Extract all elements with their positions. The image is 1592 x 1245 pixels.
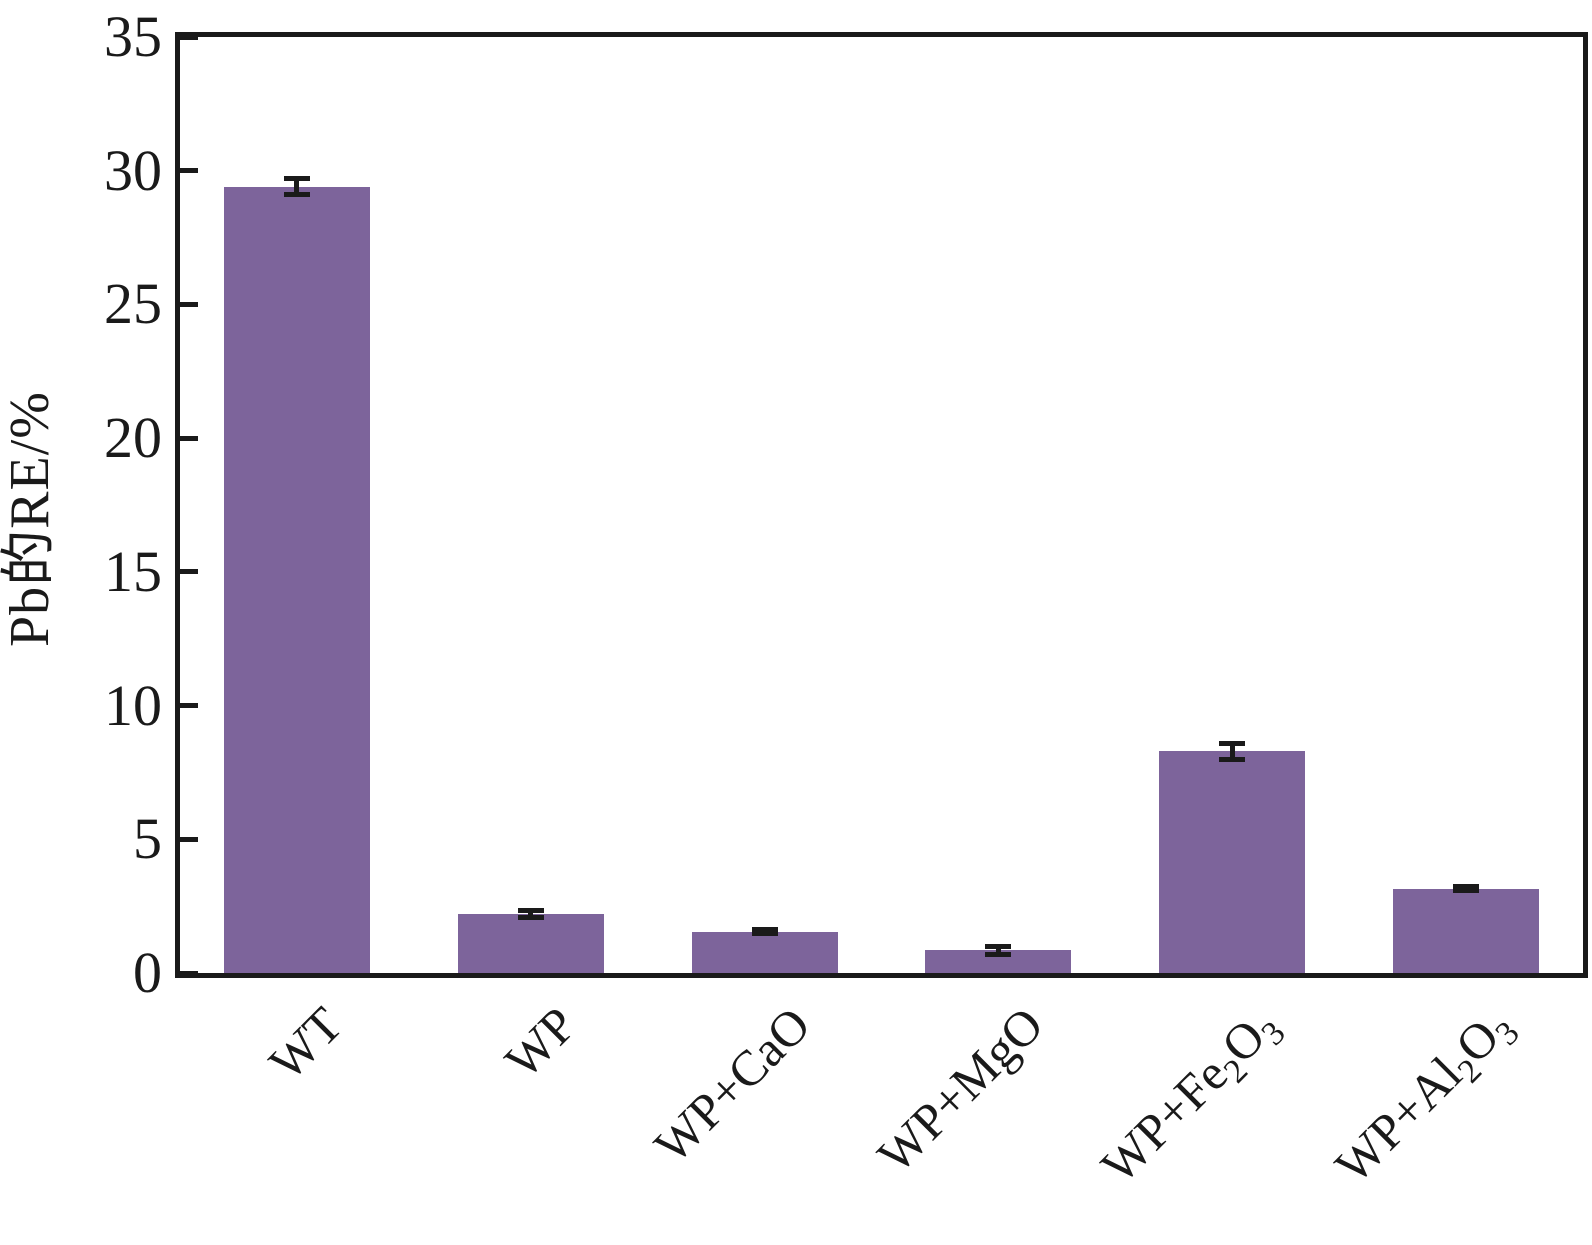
error-bar-cap	[985, 951, 1012, 957]
error-bar	[1229, 743, 1235, 760]
x-tick-label-text: WP+MgO	[866, 996, 1055, 1184]
error-bar-cap	[283, 192, 310, 198]
x-tick-label-text: WP+CaO	[642, 996, 821, 1174]
error-bar	[294, 178, 300, 195]
bar	[457, 914, 604, 973]
error-bar-cap	[283, 176, 310, 182]
error-bar-cap	[1453, 884, 1480, 890]
y-tick	[180, 703, 198, 709]
error-bar-cap	[985, 943, 1012, 949]
error-bar-cap	[751, 931, 778, 937]
error-bar-cap	[1453, 888, 1480, 894]
x-tick-label-text: WP	[493, 996, 587, 1089]
error-bar	[995, 946, 1001, 955]
y-tick-label: 35	[104, 4, 162, 69]
bar	[925, 950, 1072, 973]
y-tick-label: 15	[104, 538, 162, 604]
error-bar-cap	[1219, 740, 1246, 746]
bar	[223, 186, 370, 973]
y-tick-label: 5	[133, 806, 162, 872]
error-bar-cap	[751, 926, 778, 932]
bar	[1393, 888, 1540, 973]
y-tick	[180, 569, 198, 575]
y-tick-label: 0	[133, 940, 162, 1005]
error-bar-cap	[517, 914, 544, 920]
y-tick	[180, 301, 198, 307]
y-tick	[180, 970, 198, 976]
y-tick-label: 20	[104, 405, 162, 471]
y-tick-label: 30	[104, 137, 162, 203]
error-bar-cap	[1219, 756, 1246, 762]
error-bar-cap	[517, 908, 544, 914]
y-tick	[180, 435, 198, 441]
x-tick-label-text: WP+Fe	[1090, 1045, 1239, 1194]
y-tick-label: 10	[104, 672, 162, 738]
y-tick	[180, 34, 198, 40]
bar	[1159, 751, 1306, 973]
x-tick-label-text: WT	[258, 996, 353, 1091]
x-tick-label-text: WP+Al	[1324, 1045, 1473, 1194]
bar	[691, 931, 838, 973]
y-tick	[180, 836, 198, 842]
x-tick-label: WT	[0, 994, 355, 1245]
y-tick-label: 25	[104, 271, 162, 337]
plot-frame	[175, 32, 1588, 978]
error-bar	[528, 910, 534, 918]
y-tick	[180, 168, 198, 174]
